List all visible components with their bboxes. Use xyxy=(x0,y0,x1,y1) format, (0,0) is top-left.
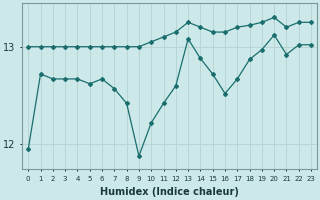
X-axis label: Humidex (Indice chaleur): Humidex (Indice chaleur) xyxy=(100,187,239,197)
